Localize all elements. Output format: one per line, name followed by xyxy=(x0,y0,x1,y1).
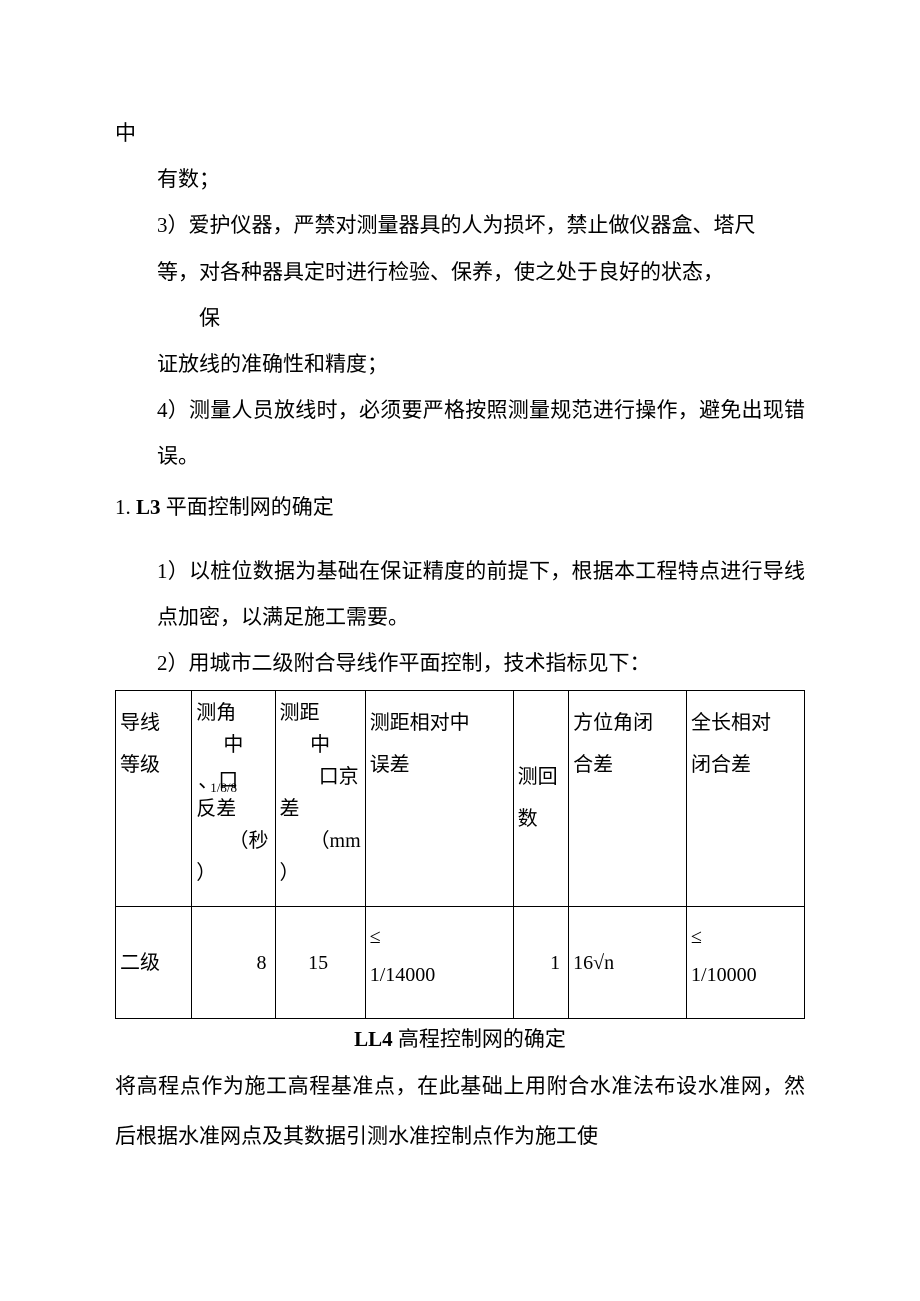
table-cell: 15 xyxy=(275,907,365,1019)
table-header-row: 导线 等级 测角 中 、口 1/8/8 反差 （秒 ） 测距 中 口京 差 （m… xyxy=(116,691,805,907)
cell-text: 闭合差 xyxy=(691,749,800,781)
table-cell: 16√n xyxy=(569,907,687,1019)
caption-bold: LL4 xyxy=(354,1027,393,1051)
table-header-cell: 方位角闭 合差 xyxy=(569,691,687,907)
cell-text-small: 1/8/8 xyxy=(210,781,237,795)
paragraph-line: 中 xyxy=(115,110,805,156)
table-header-cell: 测距相对中 误差 xyxy=(365,691,513,907)
section-heading: 1. L3 平面控制网的确定 xyxy=(115,484,805,530)
table-row: 二级 8 15 ≤ 1/14000 1 16√n ≤ 1/10000 xyxy=(116,907,805,1019)
table-cell: ≤ 1/10000 xyxy=(687,907,805,1019)
cell-text: ≤ xyxy=(691,921,800,953)
paragraph-line: 等，对各种器具定时进行检验、保养，使之处于良好的状态， xyxy=(115,249,805,295)
cell-text: 口京 xyxy=(280,761,361,793)
table-header-cell: 测回 数 xyxy=(513,691,568,907)
paragraph-line: 保 xyxy=(115,295,805,341)
table-cell: 1 xyxy=(513,907,568,1019)
cell-text: 全长相对 xyxy=(691,707,800,739)
caption-text: 高程控制网的确定 xyxy=(393,1027,566,1051)
paragraph-line: 有数； xyxy=(115,156,805,202)
table-caption: LL4 高程控制网的确定 xyxy=(115,1023,805,1057)
cell-text: ≤ xyxy=(370,921,509,953)
paragraph-line: 3）爱护仪器，严禁对测量器具的人为损坏，禁止做仪器盒、塔尺 xyxy=(115,202,805,248)
paragraph-line: 证放线的准确性和精度； xyxy=(115,341,805,387)
cell-text: 等级 xyxy=(120,749,187,781)
cell-text: 测角 xyxy=(196,697,270,729)
list-item: 1）以桩位数据为基础在保证精度的前提下，根据本工程特点进行导线点加密，以满足施工… xyxy=(115,548,805,640)
section-rest: 平面控制网的确定 xyxy=(161,495,334,519)
cell-text: 数 xyxy=(518,803,564,835)
cell-text: 中 xyxy=(196,729,270,761)
table-header-cell: 导线 等级 xyxy=(116,691,192,907)
table-header-cell: 测距 中 口京 差 （mm ） xyxy=(275,691,365,907)
cell-text: ） xyxy=(280,857,361,889)
cell-text: 中 xyxy=(280,729,361,761)
cell-text: 测距相对中 xyxy=(370,707,509,739)
cell-text: 测距 xyxy=(280,697,361,729)
table-header-cell: 测角 中 、口 1/8/8 反差 （秒 ） xyxy=(192,691,275,907)
table-cell: 二级 xyxy=(116,907,192,1019)
cell-text: 导线 xyxy=(120,707,187,739)
cell-text: 差 xyxy=(280,793,361,825)
table-cell: ≤ 1/14000 xyxy=(365,907,513,1019)
spacer xyxy=(115,530,805,548)
footer-paragraph: 将高程点作为施工高程基准点，在此基础上用附合水准法布设水准网，然后根据水准网点及… xyxy=(115,1061,805,1162)
cell-text: 1/14000 xyxy=(370,959,509,991)
cell-text: 合差 xyxy=(573,749,682,781)
section-bold-label: L3 xyxy=(136,495,161,519)
table-cell: 8 xyxy=(192,907,275,1019)
cell-text: 测回 xyxy=(518,761,564,793)
cell-text: 1/10000 xyxy=(691,959,800,991)
paragraph-line: 4）测量人员放线时，必须要严格按照测量规范进行操作，避免出现错误。 xyxy=(115,387,805,479)
section-prefix: 1. xyxy=(115,495,136,519)
cell-text: 误差 xyxy=(370,749,509,781)
cell-text: 方位角闭 xyxy=(573,707,682,739)
cell-text: 反差 xyxy=(196,793,270,825)
cell-text: ） xyxy=(196,857,270,889)
spec-table: 导线 等级 测角 中 、口 1/8/8 反差 （秒 ） 测距 中 口京 差 （m… xyxy=(115,690,805,1019)
list-item: 2）用城市二级附合导线作平面控制，技术指标见下： xyxy=(115,640,805,686)
table-header-cell: 全长相对 闭合差 xyxy=(687,691,805,907)
